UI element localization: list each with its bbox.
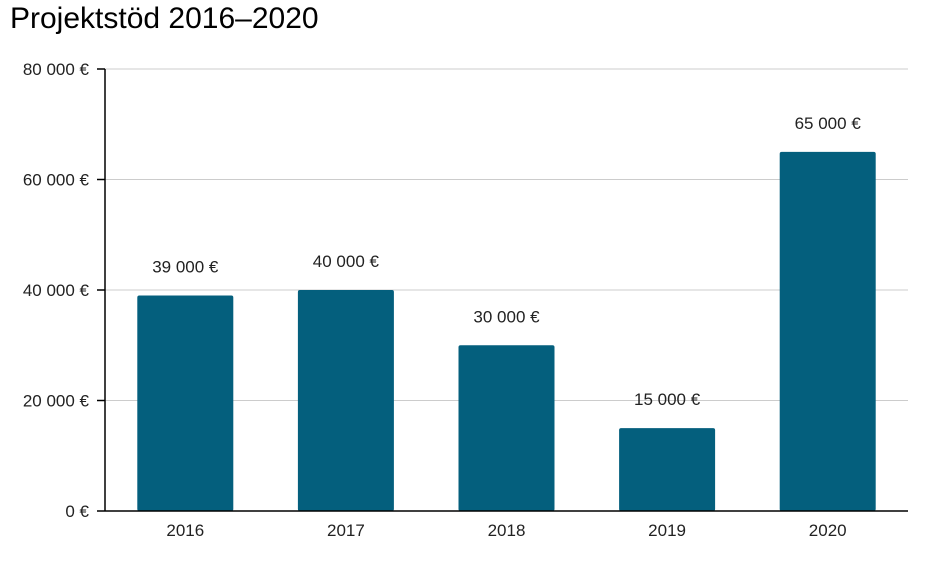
bar-2020 <box>779 151 876 511</box>
chart-title: Projektstöd 2016–2020 <box>10 2 319 35</box>
data-label-2020: 65 000 € <box>795 114 862 133</box>
x-tick-label-2020: 2020 <box>809 521 847 540</box>
bar-2019 <box>619 428 716 511</box>
x-tick-label-2019: 2019 <box>648 521 686 540</box>
y-tick-label: 60 000 € <box>23 171 90 190</box>
data-label-2019: 15 000 € <box>634 390 701 409</box>
data-label-2016: 39 000 € <box>152 258 219 277</box>
bar-2018 <box>458 345 555 511</box>
y-tick-label: 80 000 € <box>23 60 90 79</box>
bar-2017 <box>297 290 394 511</box>
x-tick-label-2017: 2017 <box>327 521 365 540</box>
y-tick-label: 0 € <box>65 502 89 521</box>
bar-2016 <box>137 295 234 511</box>
y-tick-label: 20 000 € <box>23 392 90 411</box>
labels: 0 € 20 000 € 40 000 € 60 000 € 80 000 € 39 00… <box>23 60 862 540</box>
gridlines <box>105 68 908 401</box>
axes <box>97 68 908 512</box>
data-label-2017: 40 000 € <box>313 252 380 271</box>
y-tick-label: 40 000 € <box>23 281 90 300</box>
x-tick-label-2018: 2018 <box>488 521 526 540</box>
data-label-2018: 30 000 € <box>473 307 540 326</box>
x-tick-label-2016: 2016 <box>166 521 204 540</box>
bars <box>137 151 876 511</box>
